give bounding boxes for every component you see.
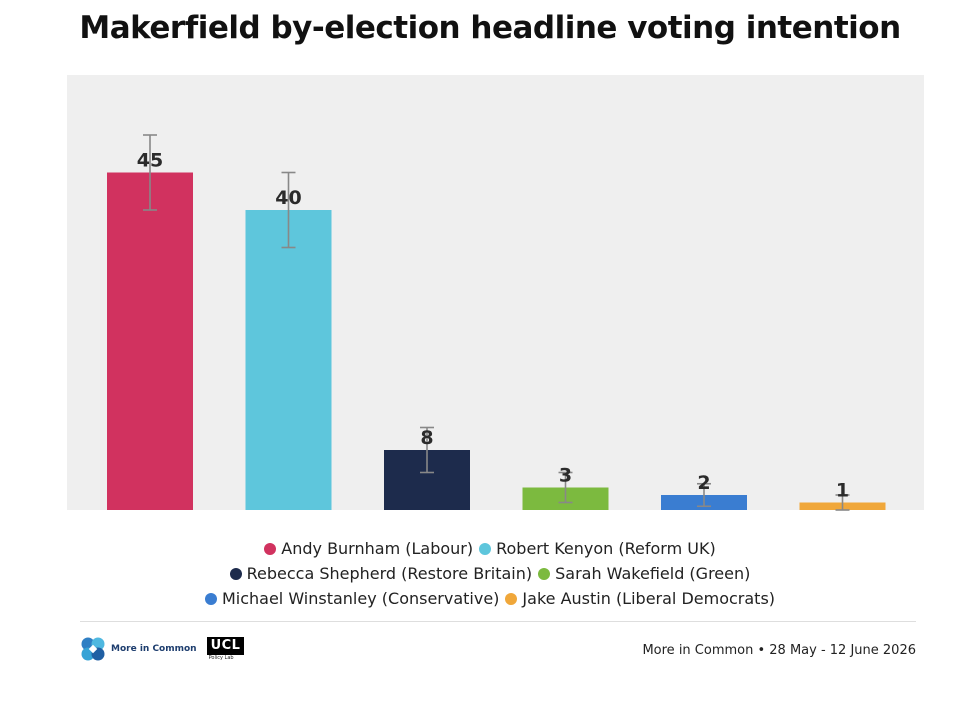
legend-label: Andy Burnham (Labour)	[281, 539, 474, 558]
legend-row: Michael Winstanley (Conservative) Jake Au…	[0, 586, 980, 611]
more-in-common-wordmark: More in Common	[111, 644, 197, 654]
bar-value-label: 8	[420, 427, 433, 449]
legend-label: Robert Kenyon (Reform UK)	[496, 539, 716, 558]
error-bar	[420, 426, 434, 474]
source-note: More in Common • 28 May - 12 June 2026	[642, 643, 916, 658]
legend-label: Rebecca Shepherd (Restore Britain)	[246, 564, 533, 583]
legend-swatch	[479, 543, 492, 555]
more-in-common-logo: More in Common	[80, 636, 197, 662]
error-bar	[281, 171, 296, 249]
legend-item: Michael Winstanley (Conservative)	[204, 586, 500, 611]
bar-value-label: 1	[836, 480, 849, 502]
chart-title: Makerfield by-election headline voting i…	[79, 10, 901, 46]
bar-chart: 45 40 8 3 2 1	[107, 134, 886, 511]
legend-item: Andy Burnham (Labour)	[264, 536, 473, 561]
bar-value-label: 45	[137, 150, 163, 172]
legend-swatch	[229, 568, 242, 580]
legend-swatch	[264, 543, 277, 555]
ucl-wordmark: UCL	[206, 636, 245, 655]
legend-row: Andy Burnham (Labour) Robert Kenyon (Refo…	[0, 536, 980, 561]
legend-swatch	[204, 593, 217, 605]
legend-swatch	[505, 593, 518, 605]
bar-value-label: 3	[559, 465, 572, 487]
error-bar	[558, 471, 573, 504]
error-bar	[697, 482, 711, 508]
legend-item: Sarah Wakefield (Green)	[538, 561, 750, 586]
footer-divider	[80, 621, 916, 622]
footer-logos: More in Common UCL Policy Lab	[80, 634, 245, 664]
legend-item: Jake Austin (Liberal Democrats)	[505, 586, 775, 611]
chart-legend: Andy Burnham (Labour) Robert Kenyon (Refo…	[0, 536, 980, 611]
legend-swatch	[538, 568, 551, 580]
bar	[107, 172, 193, 510]
error-bar	[143, 134, 157, 211]
legend-label: Jake Austin (Liberal Democrats)	[522, 589, 776, 608]
ucl-policy-lab-label: Policy Lab	[208, 654, 234, 661]
bar	[245, 210, 332, 510]
legend-label: Sarah Wakefield (Green)	[555, 564, 751, 583]
bar-value-label: 2	[697, 472, 710, 494]
legend-item: Robert Kenyon (Reform UK)	[479, 536, 716, 561]
plot-area	[67, 75, 924, 510]
bar-value-label: 40	[275, 187, 301, 209]
more-in-common-icon	[81, 637, 105, 661]
error-bar	[835, 494, 850, 511]
ucl-policy-lab-logo: UCL Policy Lab	[206, 636, 245, 662]
legend-row: Rebecca Shepherd (Restore Britain) Sarah …	[0, 561, 980, 586]
legend-label: Michael Winstanley (Conservative)	[221, 589, 500, 608]
legend-item: Rebecca Shepherd (Restore Britain)	[229, 561, 533, 586]
